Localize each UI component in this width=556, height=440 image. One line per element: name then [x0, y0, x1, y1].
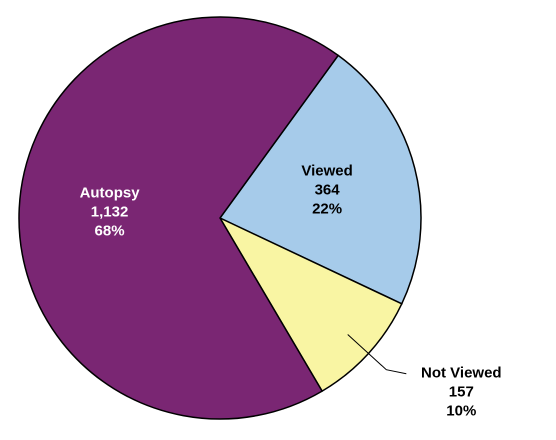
slice-percent: 68%	[95, 223, 125, 240]
slice-percent: 22%	[312, 201, 342, 218]
slice-value: 364	[315, 182, 341, 199]
pie-slice	[18, 16, 340, 420]
slice-label: Autopsy	[80, 185, 141, 202]
slice-value: 157	[449, 384, 474, 401]
slice-percent: 10%	[446, 403, 476, 420]
slice-label: Viewed	[301, 163, 352, 180]
slice-value: 1,132	[91, 204, 129, 221]
leader-line	[347, 334, 407, 375]
slice-label: Not Viewed	[421, 365, 502, 382]
